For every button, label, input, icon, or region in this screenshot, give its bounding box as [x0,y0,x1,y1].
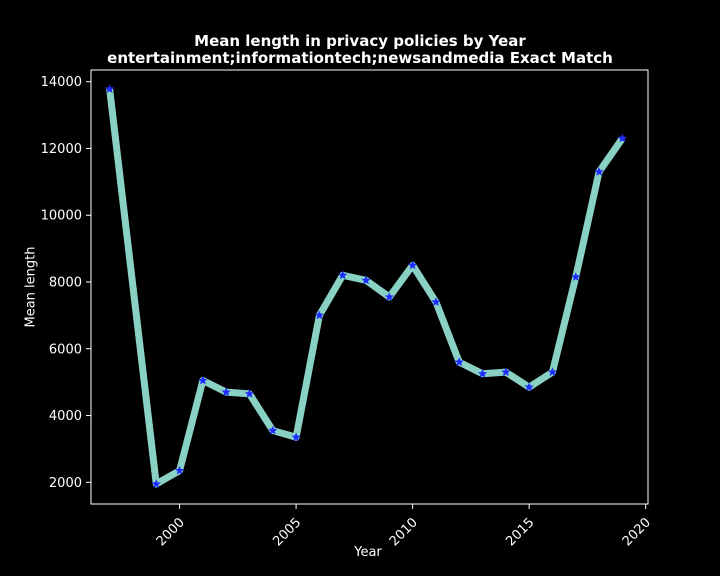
data-point-marker [244,389,255,398]
y-axis-label: Mean length [23,246,39,328]
data-point-marker [384,292,394,301]
y-tick-label: 4000 [49,409,82,424]
data-point-marker [198,375,208,385]
series-line [106,88,626,488]
data-point-marker [361,275,371,285]
y-tick-label: 10000 [41,209,82,224]
data-point-marker [338,270,348,280]
data-point-marker [594,167,604,176]
data-point-marker [477,369,488,378]
data-point-marker [151,479,161,488]
y-tick-label: 12000 [41,142,82,157]
data-point-marker [221,387,231,397]
data-point-marker [431,297,441,306]
data-point-marker [175,465,185,475]
chart-subtitle: entertainment;informationtech;newsandmed… [107,49,613,67]
data-point-marker [454,357,464,366]
y-tick-label: 14000 [41,75,82,90]
y-tick-label: 2000 [49,476,82,491]
data-point-marker [547,367,557,377]
data-point-marker [617,133,627,143]
data-point-marker [314,310,324,320]
chart-title: Mean length in privacy policies by Year [194,32,526,50]
plot-frame [90,69,649,505]
y-tick-label: 8000 [49,275,82,290]
data-point-marker [501,367,511,377]
data-point-marker [291,432,301,442]
data-point-marker [105,84,115,93]
y-tick-label: 6000 [49,342,82,357]
data-point-marker [408,260,418,270]
data-point-marker [524,382,534,392]
x-axis-label: Year [354,545,382,560]
data-point-marker [268,425,278,435]
data-point-marker [571,272,581,281]
